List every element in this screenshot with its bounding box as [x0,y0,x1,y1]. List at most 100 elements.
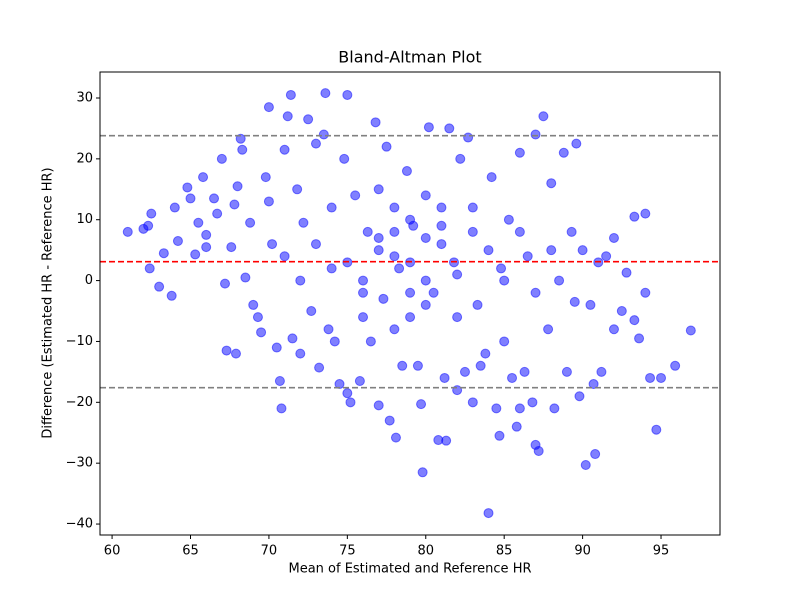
point [401,166,412,177]
point [467,202,478,213]
point [256,327,267,338]
point [295,275,306,286]
point [467,397,478,408]
point [274,376,285,387]
point [201,229,212,240]
point [221,345,232,356]
point [389,202,400,213]
point [263,102,274,113]
point [533,446,544,457]
point [645,372,656,383]
point [496,263,507,274]
point [420,232,431,243]
point [467,226,478,237]
point [318,129,329,140]
point [452,312,463,323]
point [212,208,223,219]
point [326,263,337,274]
point [354,376,365,387]
point [282,111,293,122]
point [566,226,577,237]
point [350,190,361,201]
point [143,220,154,231]
point [577,245,588,256]
point [561,366,572,377]
point [514,403,525,414]
point [271,342,282,353]
point [522,251,533,262]
point [640,208,651,219]
point [543,324,554,335]
point [345,397,356,408]
point [298,217,309,228]
point [166,290,177,301]
point [640,287,651,298]
point [158,248,169,259]
x-tick-label: 60 [104,544,121,559]
point [514,226,525,237]
point [182,182,193,193]
chart-title: Bland-Altman Plot [338,48,481,67]
point [499,336,510,347]
point [494,430,505,441]
point [185,193,196,204]
point [436,239,447,250]
point [279,251,290,262]
point [358,275,369,286]
point [378,293,389,304]
point [629,211,640,222]
point [122,226,133,237]
point [229,199,240,210]
point [507,372,518,383]
x-tick-label: 95 [653,544,670,559]
point [329,336,340,347]
point [554,275,565,286]
point [656,372,667,383]
point [574,391,585,402]
point [486,172,497,183]
point [201,242,212,253]
y-tick-label: 30 [76,90,93,105]
point [538,111,549,122]
point [629,315,640,326]
point [416,399,427,410]
point [365,336,376,347]
point [436,202,447,213]
point [596,366,607,377]
point [616,306,627,317]
point [292,184,303,195]
point [651,424,662,435]
point [381,141,392,152]
point [373,245,384,256]
point [263,196,274,207]
point [621,267,632,278]
point [144,263,155,274]
point [608,324,619,335]
point [439,372,450,383]
y-tick-label: 10 [76,212,93,227]
point [420,190,431,201]
point [248,299,259,310]
x-tick-label: 70 [261,544,278,559]
point [405,312,416,323]
y-tick-label: −10 [66,334,93,349]
point [334,379,345,390]
point [685,325,696,336]
point [326,202,337,213]
point [503,214,514,225]
point [483,245,494,256]
point [373,184,384,195]
point [394,263,405,274]
point [634,333,645,344]
point [455,153,466,164]
point [295,348,306,359]
point [267,239,278,250]
point [320,88,331,99]
y-tick-label: −30 [66,456,93,471]
point [285,89,296,100]
x-tick-label: 85 [496,544,513,559]
point [339,153,350,164]
point [389,226,400,237]
point [154,281,165,292]
point [608,232,619,243]
